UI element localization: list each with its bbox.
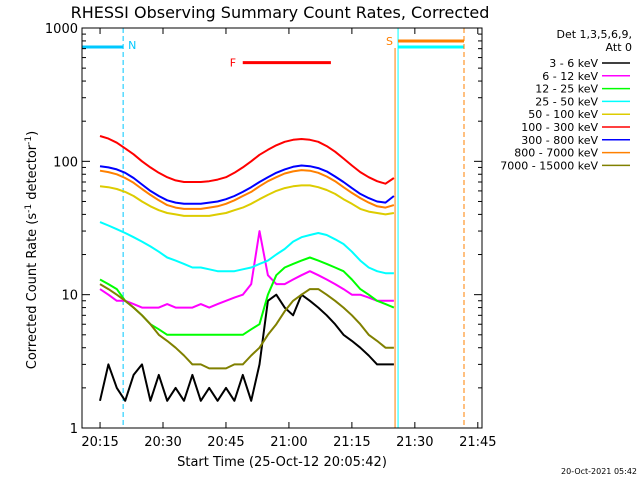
legend-label-4: 50 - 100 keV — [528, 108, 598, 121]
legend-label-2: 12 - 25 keV — [535, 83, 598, 96]
legend-label-5: 100 - 300 keV — [521, 121, 598, 134]
series-line-1 — [99, 230, 394, 309]
plot-frame — [81, 27, 483, 429]
x-tick-label-5: 21:30 — [396, 435, 433, 450]
y-tick-label-1: 10 — [61, 289, 78, 304]
y-axis-label: Corrected Count Rate (s-1 detector-1) — [24, 131, 40, 369]
x-tick-label-4: 21:15 — [333, 435, 370, 450]
timestamp: 20-Oct-2021 05:42 — [561, 467, 637, 476]
x-tick-label-3: 21:00 — [270, 435, 307, 450]
series-line-8 — [99, 283, 394, 370]
y-tick-label-3: 1000 — [45, 22, 78, 37]
legend-label-6: 300 - 800 keV — [521, 134, 598, 147]
x-tick-label-0: 20:15 — [81, 435, 118, 450]
chart-title: RHESSI Observing Summary Count Rates, Co… — [71, 3, 490, 22]
legend-title-line1: Det 1,3,5,6,9, — [556, 28, 632, 41]
series-line-0 — [99, 293, 394, 402]
series-line-7 — [99, 169, 395, 210]
series-line-5 — [99, 135, 395, 185]
x-tick-label-2: 20:45 — [207, 435, 244, 450]
legend-label-1: 6 - 12 keV — [542, 70, 598, 83]
legend-label-0: 3 - 6 keV — [549, 57, 598, 70]
n-marker-label: N — [128, 39, 136, 52]
x-axis-label: Start Time (25-Oct-12 20:05:42) — [177, 455, 387, 470]
series-line-3 — [99, 221, 394, 275]
legend-label-7: 800 - 7000 keV — [514, 147, 598, 160]
y-tick-label-2: 100 — [53, 155, 78, 170]
f-flare-label: F — [230, 57, 236, 70]
legend-label-3: 25 - 50 keV — [535, 95, 598, 108]
legend-label-8: 7000 - 15000 keV — [500, 159, 598, 172]
s-marker-label: S — [386, 35, 393, 48]
legend-title-line2: Att 0 — [606, 41, 632, 54]
y-tick-label-0: 1 — [70, 422, 78, 437]
series-line-4 — [99, 184, 395, 217]
x-tick-label-6: 21:45 — [459, 435, 496, 450]
x-tick-label-1: 20:30 — [144, 435, 181, 450]
series-line-6 — [99, 164, 395, 205]
